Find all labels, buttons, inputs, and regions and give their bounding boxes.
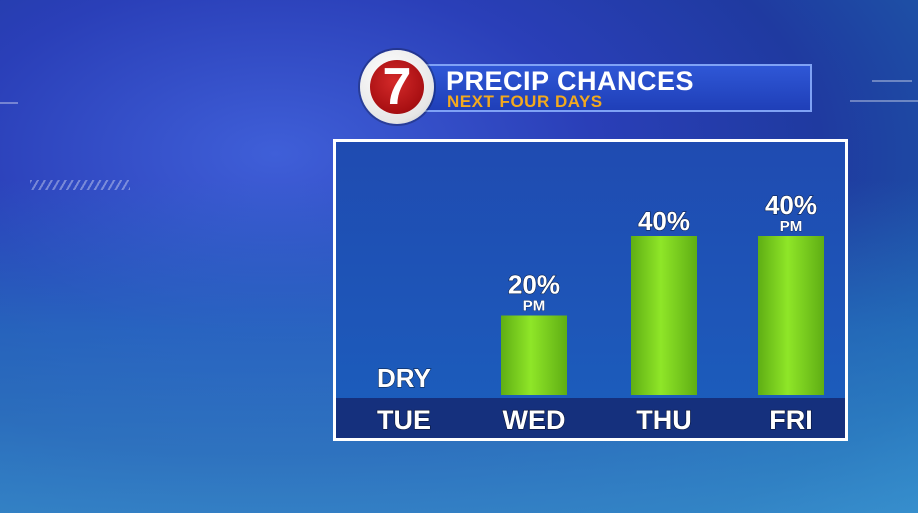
graphic-title: PRECIP CHANCES [446, 66, 695, 96]
background-line [872, 80, 912, 82]
background-line [0, 102, 18, 104]
day-label-strip [336, 398, 845, 438]
data-sublabel-wed: PM [523, 298, 546, 315]
bar-wed [501, 315, 567, 395]
day-label-tue: TUE [377, 405, 431, 435]
station-logo: 7 [360, 50, 434, 124]
data-label-fri: 40% [765, 190, 817, 220]
data-label-thu: 40% [638, 206, 690, 236]
day-label-wed: WED [503, 405, 566, 435]
background-hatch [30, 180, 130, 190]
graphic-subtitle: NEXT FOUR DAYS [447, 92, 603, 111]
bar-fri [758, 236, 824, 395]
logo-red-disc: 7 [370, 58, 424, 116]
bar-thu [631, 236, 697, 395]
header-bar [420, 64, 812, 112]
day-label-fri: FRI [769, 405, 813, 435]
data-sublabel-fri: PM [780, 218, 803, 235]
logo-number: 7 [382, 58, 412, 116]
background-line [850, 100, 918, 102]
data-label-tue: DRY [377, 363, 431, 393]
data-label-wed: 20% [508, 270, 560, 300]
chart-panel: DRY TUE 20% PM WED 40% THU 40% PM FRI [333, 139, 848, 441]
day-label-thu: THU [636, 405, 692, 435]
